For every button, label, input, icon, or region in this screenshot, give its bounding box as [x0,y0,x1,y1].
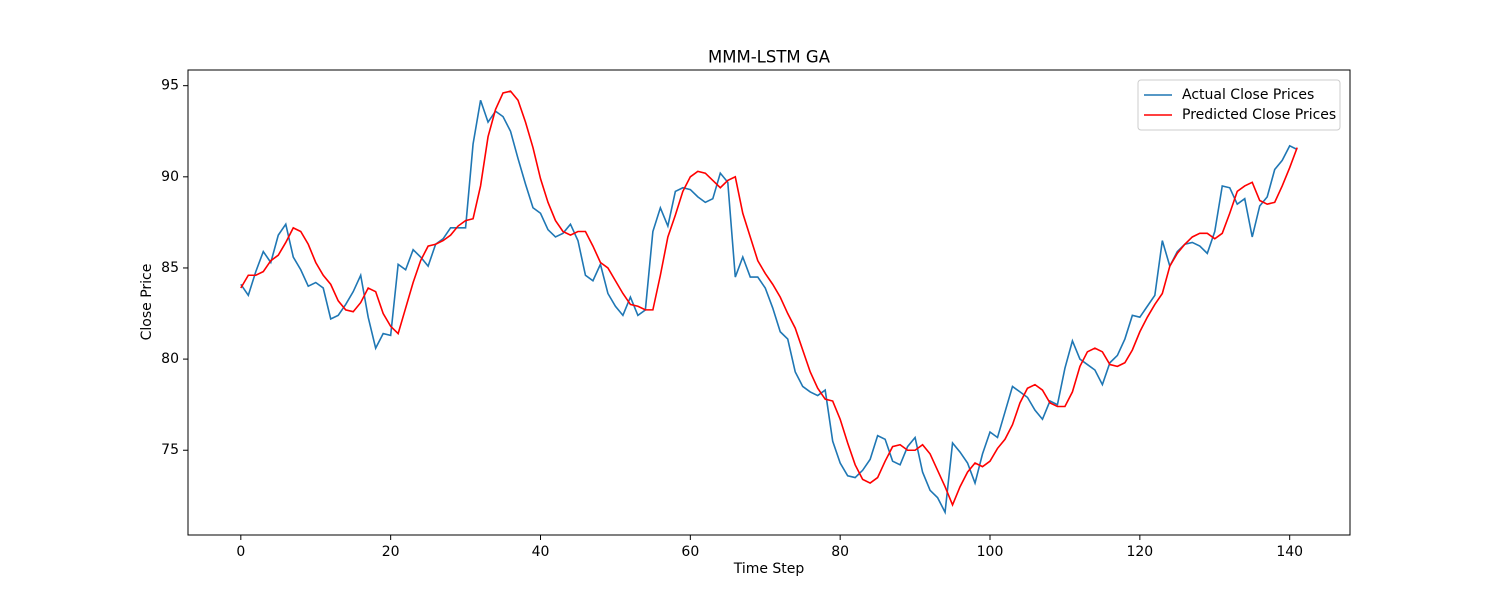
x-tick-label: 80 [831,544,849,560]
chart-title: MMM-LSTM GA [708,48,831,67]
y-tick-label: 85 [161,260,179,276]
x-tick-label: 120 [1126,544,1153,560]
legend-box [1137,79,1341,131]
y-tick-label: 95 [161,78,179,94]
y-tick-label: 80 [161,351,179,367]
x-tick-label: 20 [382,544,400,560]
legend-label: Predicted Close Prices [1182,107,1336,123]
y-tick-label: 90 [161,169,179,185]
y-axis-label: Close Price [139,264,155,341]
plot-frame [187,69,1351,536]
series-line [240,90,1298,508]
x-tick-label: 60 [681,544,699,560]
x-tick-label: 100 [977,544,1004,560]
x-tick-label: 40 [532,544,550,560]
x-axis-label: Time Step [733,561,805,577]
x-tick-label: 0 [236,544,245,560]
series-line [240,100,1298,515]
legend-label: Actual Close Prices [1182,87,1314,103]
y-tick-label: 75 [161,442,179,458]
x-tick-label: 140 [1276,544,1303,560]
